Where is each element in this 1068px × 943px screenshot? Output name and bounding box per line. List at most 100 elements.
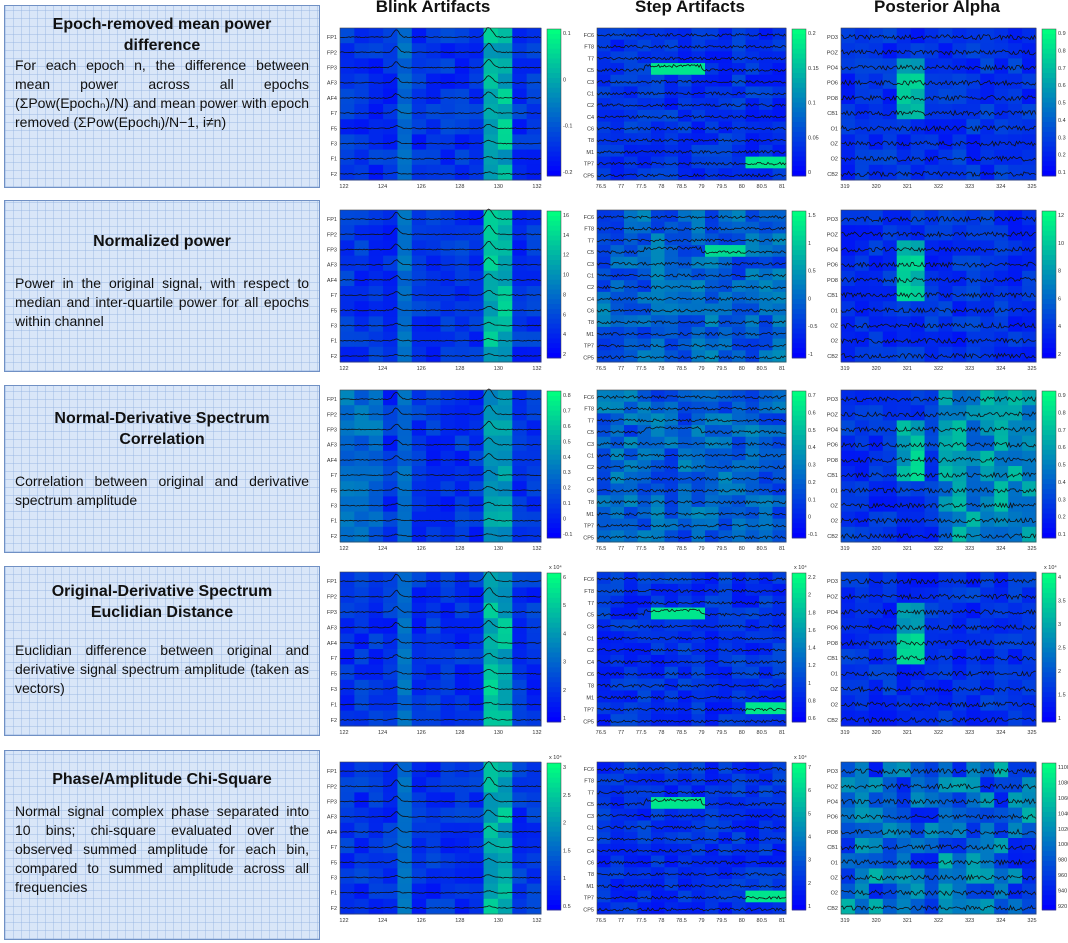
heatmap-cell xyxy=(611,327,625,339)
heatmap-cell xyxy=(638,168,652,180)
heatmap-cell xyxy=(484,240,499,256)
x-tick-label: 76.5 xyxy=(596,366,607,372)
x-tick-label: 77 xyxy=(618,546,624,552)
colorbar-segment xyxy=(547,240,561,245)
colorbar-segment xyxy=(792,583,806,588)
eeg-trace xyxy=(340,604,541,613)
heatmap-cell xyxy=(426,436,441,452)
heatmap-cell xyxy=(925,466,939,482)
heatmap-cell xyxy=(369,823,384,839)
heatmap-cell xyxy=(441,649,456,665)
heatmap-cell xyxy=(705,867,719,879)
heatmap-cell xyxy=(925,28,939,44)
colorbar-frame xyxy=(792,391,806,538)
heatmap-cell xyxy=(651,774,665,786)
heatmap-cell xyxy=(624,902,638,914)
colorbar-tick-label: 10 xyxy=(563,273,569,279)
heatmap-cell xyxy=(651,40,665,52)
heatmap-cell xyxy=(719,350,733,362)
heatmap-cell xyxy=(638,122,652,134)
heatmap-cell xyxy=(469,150,484,166)
heatmap-cell xyxy=(1008,695,1022,711)
colorbar-segment xyxy=(1042,78,1056,83)
heatmap-cell xyxy=(705,75,719,87)
heatmap-cell xyxy=(527,332,542,348)
colorbar-segment xyxy=(547,98,561,103)
heatmap-cell xyxy=(597,110,611,122)
colorbar-segment xyxy=(792,643,806,648)
heatmap-cell xyxy=(841,496,855,512)
heatmap-cell xyxy=(925,777,939,793)
heatmap-cell xyxy=(980,74,994,90)
colorbar-segment xyxy=(1042,895,1056,900)
heatmap-cell xyxy=(692,856,706,868)
colorbar-segment xyxy=(1042,88,1056,93)
colorbar-segment xyxy=(1042,49,1056,54)
plot-frame xyxy=(597,210,786,362)
heatmap-cell xyxy=(732,679,746,691)
heatmap-cell xyxy=(897,634,911,650)
heatmap-cell xyxy=(1022,481,1036,497)
eeg-trace xyxy=(340,794,541,802)
heatmap-cell xyxy=(869,420,883,436)
heatmap-cell xyxy=(952,436,966,452)
channel-label: C6 xyxy=(587,127,594,133)
heatmap-cell xyxy=(412,405,427,421)
heatmap-cell xyxy=(773,315,787,327)
heatmap-cell xyxy=(911,762,925,778)
heatmap-cell xyxy=(397,134,412,150)
heatmap-cell xyxy=(455,104,470,120)
colorbar-tick-label: 1 xyxy=(1058,716,1061,722)
colorbar-tick-label: 1080 xyxy=(1058,780,1068,786)
heatmap-cell xyxy=(354,28,369,44)
heatmap-cell xyxy=(1008,899,1022,915)
heatmap-cell xyxy=(527,58,542,74)
eeg-trace xyxy=(841,799,1036,804)
heatmap-cell xyxy=(869,466,883,482)
heatmap-cell xyxy=(354,512,369,528)
channel-label: C2 xyxy=(587,285,594,291)
heatmap-cell xyxy=(773,643,787,655)
heatmap-cell xyxy=(369,572,384,588)
heatmap-cell xyxy=(498,527,513,543)
heatmap-cell xyxy=(383,150,398,166)
heatmap-cell xyxy=(952,332,966,348)
heatmap-cell xyxy=(994,680,1008,696)
heatmap-cell xyxy=(638,245,652,257)
heatmap-cell xyxy=(651,667,665,679)
heatmap-cell xyxy=(952,43,966,59)
heatmap-cell xyxy=(426,150,441,166)
heatmap-cell xyxy=(369,695,384,711)
heatmap-cell xyxy=(624,257,638,269)
heatmap-cell xyxy=(340,762,355,778)
heatmap-cell xyxy=(897,466,911,482)
colorbar-segment xyxy=(792,822,806,827)
heatmap-cell xyxy=(397,405,412,421)
colorbar-segment xyxy=(547,455,561,460)
heatmap-cell xyxy=(746,714,760,726)
colorbar-segment xyxy=(1042,107,1056,112)
heatmap-cell xyxy=(719,145,733,157)
heatmap-cell xyxy=(966,89,980,105)
heatmap-cell xyxy=(980,165,994,181)
heatmap-cell xyxy=(1008,390,1022,406)
colorbar-segment xyxy=(547,430,561,435)
heatmap-cell xyxy=(611,168,625,180)
colorbar-segment xyxy=(792,137,806,142)
heatmap-cell xyxy=(484,884,499,900)
heatmap-cell xyxy=(746,292,760,304)
heatmap-cell xyxy=(705,472,719,484)
colorbar-segment xyxy=(547,435,561,440)
colorbar-tick-label: -0.1 xyxy=(563,124,572,130)
eeg-trace xyxy=(597,672,786,675)
heatmap-cell xyxy=(925,58,939,74)
heatmap-cell xyxy=(369,165,384,181)
heatmap-cell xyxy=(638,110,652,122)
colorbar-segment xyxy=(1042,578,1056,583)
heatmap-cell xyxy=(512,271,527,287)
heatmap-cell xyxy=(678,63,692,75)
column-title: Blink Artifacts xyxy=(376,0,491,16)
heatmap-cell xyxy=(732,832,746,844)
heatmap-cell xyxy=(665,572,679,584)
heatmap-cell xyxy=(719,222,733,234)
